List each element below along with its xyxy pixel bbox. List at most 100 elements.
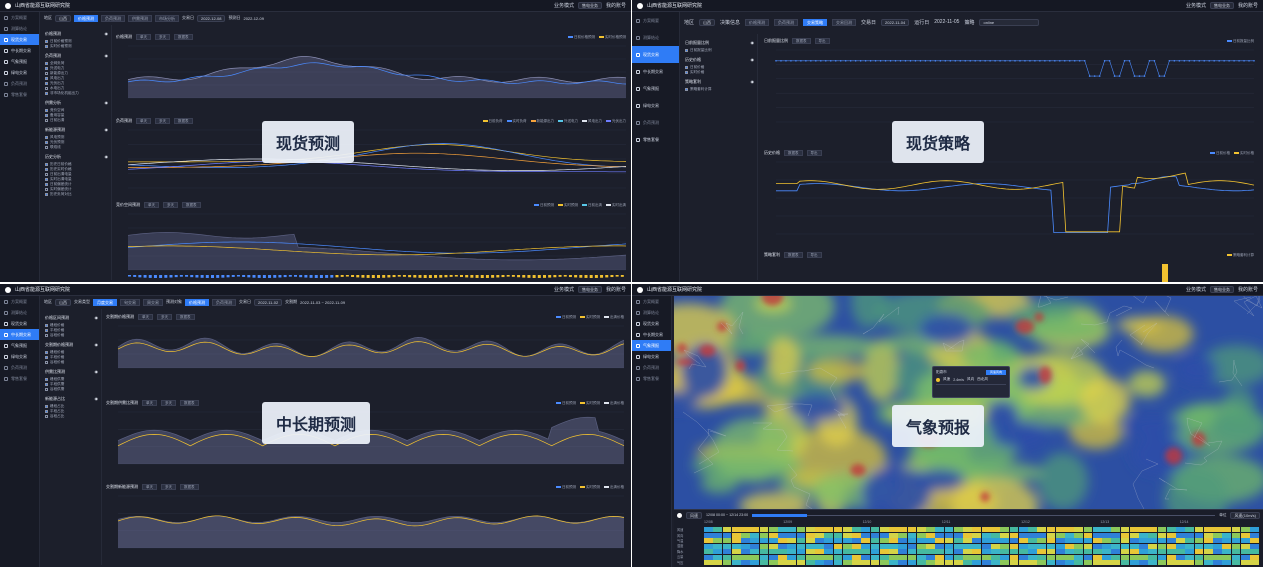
checkbox[interactable] (45, 188, 48, 191)
checkbox[interactable] (45, 163, 48, 166)
forecast-cell[interactable] (861, 527, 871, 532)
forecast-cell[interactable] (1139, 549, 1148, 554)
forecast-cell[interactable] (741, 543, 750, 549)
forecast-cell[interactable] (768, 560, 778, 565)
forecast-cell[interactable] (805, 538, 815, 543)
forecast-cell[interactable] (842, 527, 852, 532)
forecast-cell[interactable] (1148, 554, 1158, 560)
checkbox[interactable] (45, 405, 48, 408)
forecast-cell[interactable] (953, 560, 963, 565)
checkbox-item[interactable]: 实时价格预测 (45, 44, 108, 49)
forecast-cell[interactable] (1009, 532, 1019, 538)
forecast-cell[interactable] (824, 538, 834, 543)
eye-icon[interactable]: ◉ (94, 342, 99, 347)
forecast-cell[interactable] (1129, 538, 1139, 543)
chart-button[interactable]: 多天 (163, 202, 178, 208)
forecast-cell[interactable] (1166, 560, 1176, 565)
forecast-cell[interactable] (1065, 554, 1074, 560)
checkbox-item[interactable]: 光伏出力 (45, 81, 108, 86)
forecast-cell[interactable] (1111, 532, 1121, 538)
forecast-cell[interactable] (704, 527, 713, 532)
forecast-cell[interactable] (1250, 527, 1259, 532)
checkbox-item[interactable]: 历史日前价格 (45, 162, 108, 167)
forecast-cell[interactable] (972, 554, 982, 560)
checkbox-item[interactable]: 历史实时价格 (45, 167, 108, 172)
checkbox-item[interactable]: 风电出力 (45, 76, 108, 81)
forecast-cell[interactable] (861, 532, 871, 538)
tab-tenday[interactable]: 旬交易 (120, 298, 140, 306)
forecast-cell[interactable] (796, 532, 806, 538)
forecast-cell[interactable] (1055, 532, 1065, 538)
forecast-cell[interactable] (778, 554, 787, 560)
sidebar-item-midlong[interactable]: 中长期交易 (632, 329, 671, 340)
forecast-cell[interactable] (1092, 549, 1102, 554)
forecast-cell[interactable] (981, 543, 991, 549)
forecast-cell[interactable] (1074, 549, 1084, 554)
sidebar-item[interactable]: 方案概要 (632, 12, 679, 29)
forecast-cell[interactable] (907, 538, 917, 543)
eye-icon[interactable]: ◉ (104, 31, 109, 36)
tab-strategy[interactable]: 交易策略 (803, 18, 828, 26)
forecast-cell[interactable] (879, 543, 889, 549)
forecast-cell[interactable] (722, 543, 732, 549)
eye-icon[interactable]: ◉ (104, 100, 109, 105)
forecast-cell[interactable] (731, 527, 741, 532)
forecast-cell[interactable] (768, 532, 778, 538)
chart-button[interactable]: 数据表 (784, 252, 803, 258)
forecast-cell[interactable] (750, 549, 760, 554)
forecast-cell[interactable] (1250, 560, 1259, 565)
forecast-cell[interactable] (1250, 543, 1259, 549)
eye-icon[interactable]: ◉ (94, 396, 99, 401)
checkbox[interactable] (685, 49, 688, 52)
sidebar-item-weather[interactable]: 气象预报 (632, 80, 679, 97)
checkbox[interactable] (45, 109, 48, 112)
forecast-cell[interactable] (907, 549, 917, 554)
forecast-cell[interactable] (833, 560, 843, 565)
sidebar-item[interactable]: 方案概要 (632, 296, 671, 307)
chart-canvas[interactable] (104, 408, 628, 472)
tab-load-forecast[interactable]: 负荷预测 (212, 298, 236, 306)
forecast-cell[interactable] (963, 560, 972, 565)
forecast-cell[interactable] (1250, 538, 1259, 543)
forecast-cell[interactable] (953, 527, 963, 532)
forecast-cell[interactable] (1185, 527, 1195, 532)
forecast-cell[interactable] (1129, 549, 1139, 554)
forecast-cell[interactable] (731, 549, 741, 554)
forecast-cell[interactable] (1213, 560, 1222, 565)
forecast-cell[interactable] (731, 560, 741, 565)
forecast-cell[interactable] (1074, 560, 1084, 565)
checkbox[interactable] (45, 45, 48, 48)
forecast-cell[interactable] (1018, 538, 1028, 543)
forecast-cell[interactable] (981, 549, 991, 554)
forecast-cell[interactable] (907, 532, 917, 538)
forecast-cell[interactable] (1111, 527, 1121, 532)
chart-button[interactable]: 多天 (155, 34, 170, 40)
forecast-cell[interactable] (981, 554, 991, 560)
forecast-cell[interactable] (1231, 543, 1241, 549)
chart-button[interactable]: 导出 (806, 252, 822, 258)
checkbox-item[interactable]: 日前出清 (45, 118, 108, 123)
forecast-cell[interactable] (1083, 549, 1093, 554)
account-link[interactable]: 我的账号 (605, 287, 626, 293)
forecast-cell[interactable] (713, 538, 723, 543)
forecast-cell[interactable] (1055, 527, 1065, 532)
checkbox-item[interactable]: 历史负荷对比 (45, 192, 108, 197)
forecast-cell[interactable] (1166, 538, 1176, 543)
sidebar-item-weather[interactable]: 气象预报 (0, 56, 39, 67)
chart-button[interactable]: 单天 (142, 484, 157, 490)
forecast-cell[interactable] (870, 549, 880, 554)
forecast-cell[interactable] (852, 532, 861, 538)
checkbox-item[interactable]: 日前出清电量 (45, 172, 108, 177)
forecast-cell[interactable] (1102, 538, 1111, 543)
forecast-cell[interactable] (926, 560, 935, 565)
forecast-cell[interactable] (1120, 554, 1130, 560)
forecast-cell[interactable] (1176, 549, 1185, 554)
checkbox-item[interactable]: 策略套利计算 (685, 87, 754, 92)
sidebar-item-spot[interactable]: 现货交易 (0, 34, 39, 45)
forecast-cell[interactable] (1065, 532, 1074, 538)
chart-button[interactable]: 数据表 (792, 38, 811, 44)
forecast-cell[interactable] (731, 554, 741, 560)
forecast-cell[interactable] (1157, 549, 1167, 554)
forecast-cell[interactable] (861, 549, 871, 554)
forecast-cell[interactable] (1018, 527, 1028, 532)
